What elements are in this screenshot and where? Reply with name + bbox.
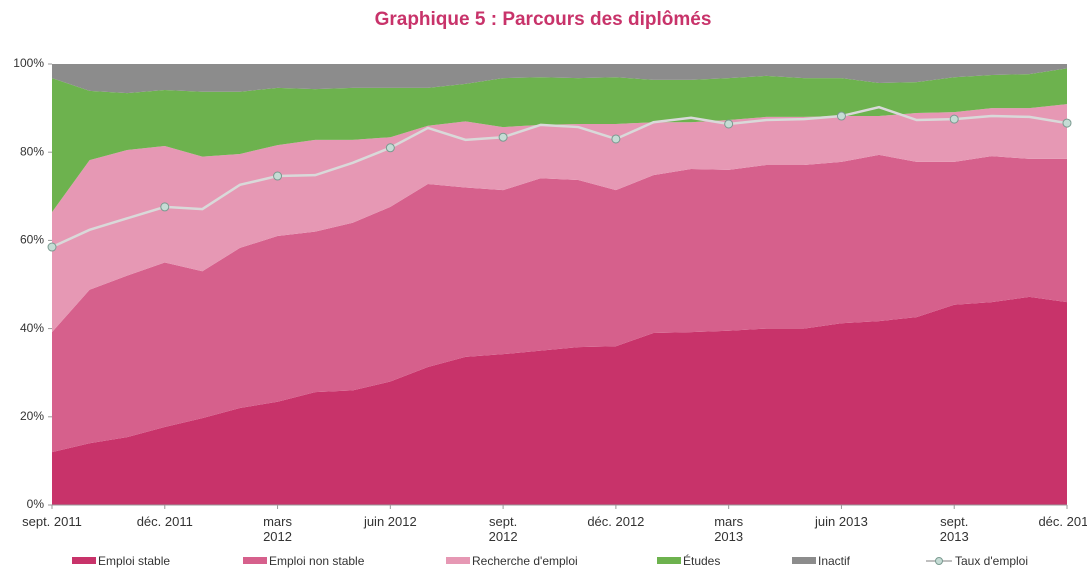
line-marker: [1062, 118, 1072, 128]
legend-swatch: [72, 557, 96, 564]
line-marker: [498, 132, 508, 142]
line-marker: [724, 119, 734, 129]
x-tick-label: sept. 2011: [22, 514, 82, 529]
area: [52, 104, 1067, 333]
x-tick-label: déc. 2012: [587, 514, 645, 529]
legend-label: Études: [683, 553, 720, 568]
y-tick-label: 0%: [27, 497, 45, 511]
line-marker: [47, 242, 57, 252]
y-tick-label: 60%: [20, 233, 44, 247]
x-tick-label: juin 2013: [815, 514, 868, 529]
legend-swatch: [446, 557, 470, 564]
y-tick-label: 100%: [13, 56, 44, 70]
line-marker: [949, 114, 959, 124]
line-marker: [273, 171, 283, 181]
line-marker: [160, 202, 170, 212]
legend-swatch: [792, 557, 816, 564]
area: [52, 154, 1067, 453]
area: [52, 64, 1067, 94]
x-tick-label: juin 2012: [363, 514, 417, 529]
x-tick-label: déc. 2013: [1038, 514, 1087, 529]
legend-label: Emploi non stable: [269, 554, 365, 568]
legend-marker: [935, 557, 943, 565]
legend-label: Taux d'emploi: [955, 554, 1028, 568]
legend-swatch: [657, 557, 681, 564]
legend-swatch: [243, 557, 267, 564]
y-tick-label: 80%: [20, 144, 44, 158]
legend-label: Inactif: [818, 554, 851, 568]
y-tick-label: 20%: [20, 409, 44, 423]
legend-label: Emploi stable: [98, 554, 170, 568]
legend-label: Recherche d'emploi: [472, 554, 578, 568]
y-tick-label: 40%: [20, 321, 44, 335]
chart-title: Graphique 5 : Parcours des diplômés: [375, 9, 712, 30]
line-marker: [385, 143, 395, 153]
x-tick-label: sept. 2013: [939, 514, 969, 544]
x-tick-label: déc. 2011: [136, 514, 193, 529]
x-tick-label: mars 2013: [714, 514, 744, 544]
area: [52, 68, 1067, 213]
line-marker: [611, 134, 621, 144]
area: [52, 296, 1067, 505]
x-tick-label: mars 2012: [263, 514, 292, 544]
x-tick-label: sept. 2012: [488, 514, 518, 544]
line: [51, 105, 1068, 249]
line-marker: [836, 111, 846, 121]
